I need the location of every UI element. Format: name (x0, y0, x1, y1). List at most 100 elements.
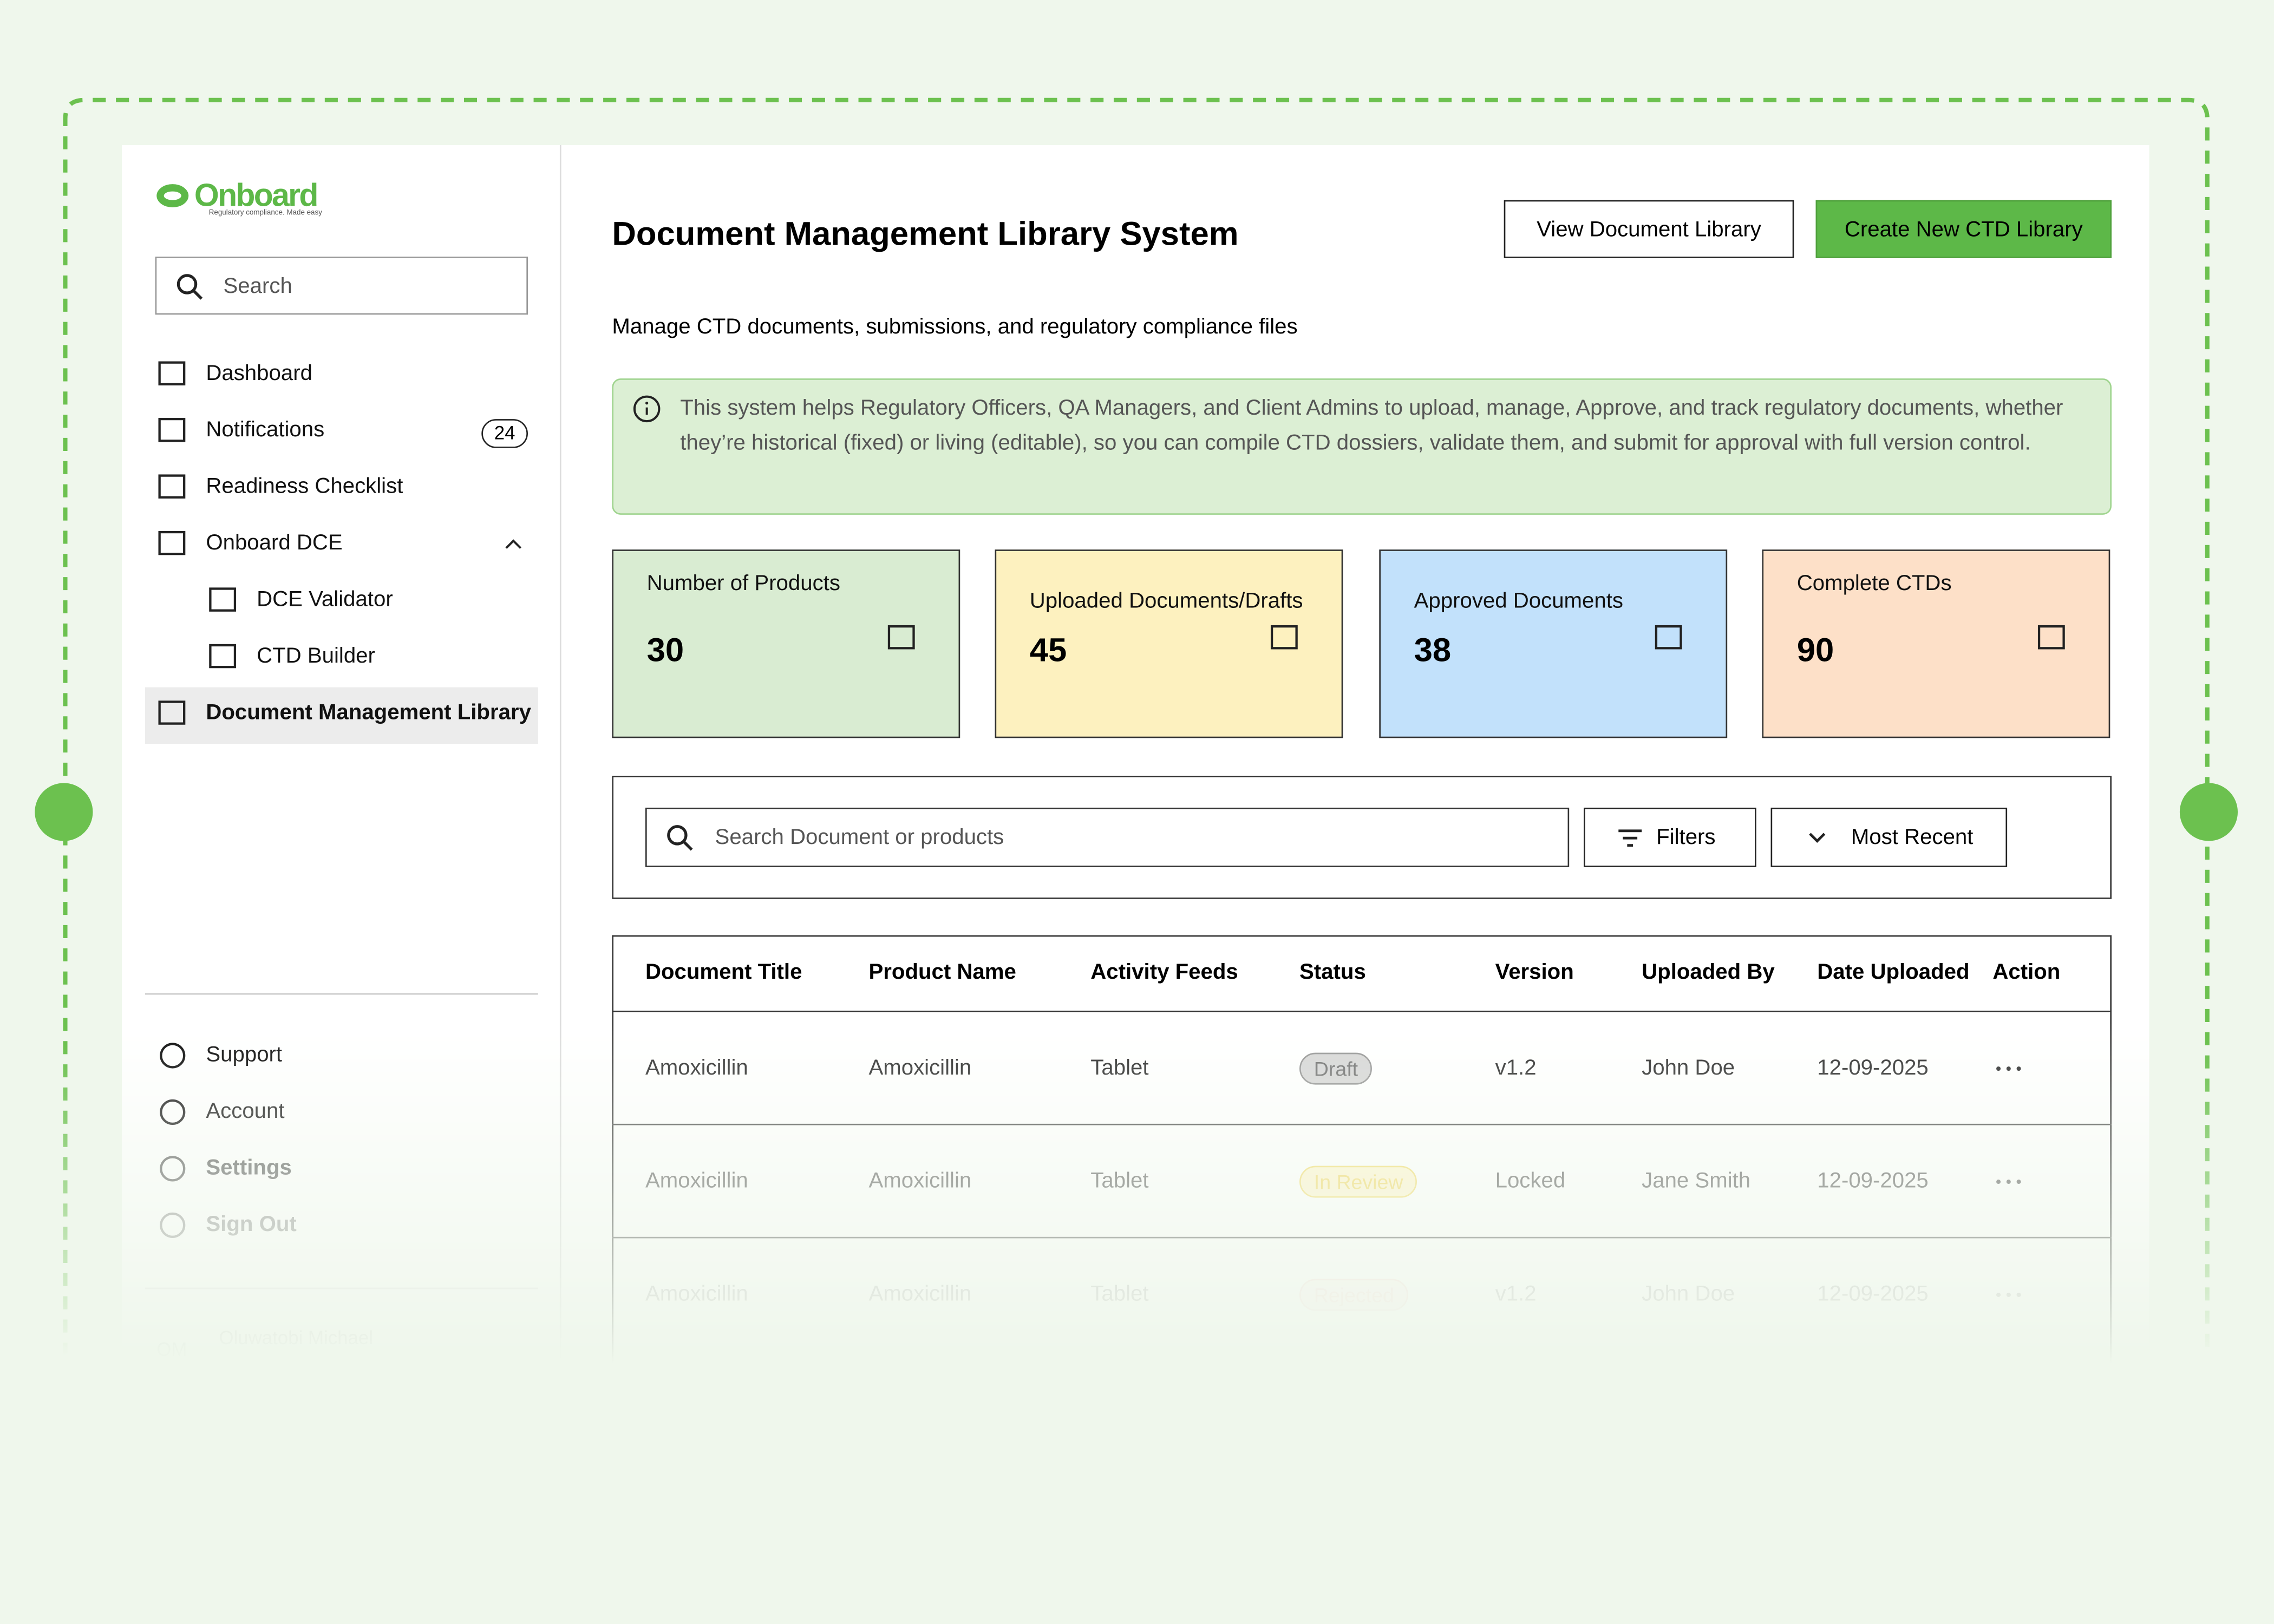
sidebar-divider (559, 145, 561, 1363)
nav-icon (209, 644, 237, 669)
nav-item[interactable]: Readiness Checklist (206, 474, 403, 499)
stat-label: Uploaded Documents/Drafts (1029, 588, 1303, 614)
header-border (612, 1010, 2112, 1013)
row-border (612, 1236, 2112, 1239)
column-header: Version (1495, 960, 1574, 985)
logo: Onboard (194, 176, 318, 213)
nav-item[interactable]: Support (206, 1042, 283, 1068)
filter-icon (1618, 829, 1642, 847)
divider (145, 993, 538, 995)
active-highlight (145, 687, 538, 744)
toolbar: Search Document or products Filters Most… (612, 776, 2112, 899)
filters-button[interactable]: Filters (1583, 807, 1756, 867)
stat-label: Complete CTDs (1796, 571, 1952, 596)
nav-icon (209, 587, 237, 612)
app-window: Onboard Regulatory compliance. Made easy… (121, 145, 2149, 1371)
collapse-icon[interactable] (505, 538, 522, 549)
table-cell: Amoxicillin (868, 1168, 972, 1194)
nav-item[interactable]: Document Management Library (206, 700, 531, 725)
table-cell: Tablet (1090, 1168, 1149, 1194)
nav-icon (160, 1043, 186, 1069)
stat-icon (887, 625, 915, 650)
action-menu (1996, 1292, 2021, 1297)
user-initials: OM (156, 1338, 187, 1360)
table-cell: Amoxicillin (645, 1168, 748, 1194)
table-cell: Tablet (1090, 1055, 1149, 1081)
stat-icon (2037, 625, 2065, 650)
row-border (612, 1123, 2112, 1125)
table-cell: John Doe (1642, 1281, 1735, 1307)
nav-icon (160, 1156, 186, 1182)
nav-item[interactable]: Notifications (206, 417, 325, 442)
nav-icon (160, 1212, 186, 1238)
table-cell: Jane Smith (1642, 1168, 1751, 1194)
nav-icon (160, 1099, 186, 1125)
page-title: Document Management Library System (612, 214, 1239, 253)
stat-label: Approved Documents (1414, 588, 1623, 614)
status-pill: Draft (1299, 1052, 1373, 1085)
action-menu (1996, 1180, 2021, 1184)
stat-card: Complete CTDs 90 (1762, 549, 2110, 738)
table-cell: 12-09-2025 (1817, 1281, 1929, 1307)
table-cell: Amoxicillin (645, 1055, 748, 1081)
sidebar-search[interactable]: Search (155, 257, 528, 315)
divider (145, 1287, 538, 1289)
nav-item[interactable]: Onboard DCE (206, 531, 343, 555)
table-cell: Locked (1495, 1168, 1566, 1194)
notification-badge: 24 (481, 419, 528, 448)
column-header: Product Name (868, 960, 1016, 985)
table-cell: 12-09-2025 (1817, 1055, 1929, 1081)
search-icon (667, 825, 693, 851)
stat-icon (1270, 625, 1298, 650)
tagline: Regulatory compliance. Made easy (208, 208, 322, 218)
sort-button[interactable]: Most Recent (1770, 807, 2008, 867)
info-text: This system helps Regulatory Officers, Q… (680, 396, 2063, 455)
stat-value: 30 (646, 631, 684, 669)
nav-icon (158, 474, 186, 499)
column-header: Action (1992, 960, 2061, 985)
search-placeholder: Search Document or products (715, 825, 1004, 850)
nav-item[interactable]: Settings (206, 1155, 292, 1181)
stat-value: 38 (1414, 631, 1452, 669)
nav-item[interactable]: Dashboard (206, 361, 312, 386)
nav-icon (158, 417, 186, 442)
nav-item[interactable]: CTD Builder (257, 644, 375, 669)
table-cell: 12-09-2025 (1817, 1168, 1929, 1194)
logo-icon (156, 184, 189, 208)
document-search[interactable]: Search Document or products (645, 807, 1570, 867)
stat-card: Number of Products 30 (612, 549, 960, 738)
table-cell: v1.2 (1495, 1055, 1537, 1081)
stat-value: 90 (1796, 631, 1834, 669)
stat-icon (1655, 625, 1682, 650)
view-library-button[interactable]: View Document Library (1504, 200, 1794, 258)
nav-icon (158, 361, 186, 385)
nav-item[interactable]: DCE Validator (257, 587, 393, 612)
column-header: Document Title (645, 960, 802, 985)
table-cell: Tablet (1090, 1281, 1149, 1307)
nav-icon (158, 700, 186, 725)
column-header: Status (1299, 960, 1366, 985)
nav-item[interactable]: Sign Out (206, 1212, 297, 1237)
info-box: This system helps Regulatory Officers, Q… (612, 378, 2112, 515)
stat-card: Approved Documents 38 (1379, 549, 1728, 738)
nav-icon (158, 531, 186, 555)
nav-item[interactable]: Account (206, 1099, 285, 1124)
user-name[interactable]: Oluwatobi Michael (219, 1326, 373, 1349)
status-pill: Rejected (1299, 1279, 1409, 1311)
column-header: Activity Feeds (1090, 960, 1238, 985)
table-cell: v1.2 (1495, 1281, 1537, 1307)
stat-value: 45 (1029, 631, 1067, 669)
table-cell: Amoxicillin (868, 1281, 972, 1307)
stat-label: Number of Products (646, 571, 840, 596)
table-cell: Amoxicillin (868, 1055, 972, 1081)
search-icon (177, 274, 203, 300)
chevron-icon (1809, 833, 1826, 843)
create-library-button[interactable]: Create New CTD Library (1815, 200, 2112, 258)
info-icon (633, 395, 661, 423)
action-menu (1996, 1066, 2021, 1071)
table (612, 935, 2112, 1371)
column-header: Date Uploaded (1817, 960, 1970, 985)
